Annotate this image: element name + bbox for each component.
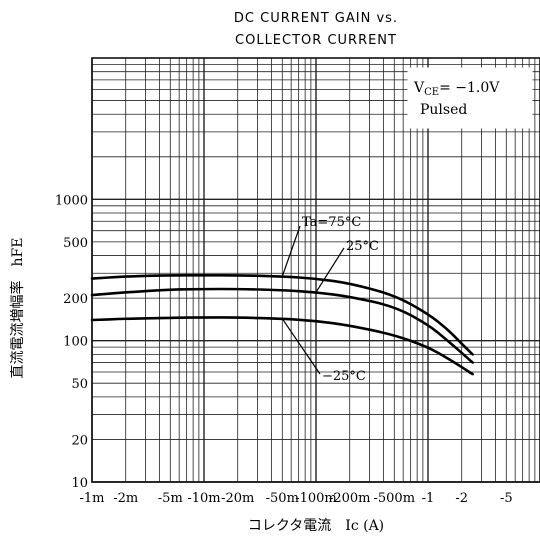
grid bbox=[91, 58, 540, 483]
plot-frame bbox=[91, 57, 540, 483]
annotation-label-0: Ta=75°C bbox=[302, 215, 361, 230]
y-axis-label: 直流電流増幅率 hFE bbox=[9, 238, 26, 379]
series-line-0 bbox=[90, 273, 474, 356]
y-tick-label: 1000 bbox=[55, 193, 88, 208]
x-axis-label: コレクタ電流 Ic (A) bbox=[248, 518, 384, 534]
chart-title-line1: DC CURRENT GAIN vs. bbox=[234, 11, 398, 26]
x-tick-label: -1m bbox=[80, 491, 105, 506]
series-line-2 bbox=[90, 316, 474, 376]
series-annotations: Ta=75°C 25°C −25°C bbox=[281, 215, 379, 384]
y-tick-labels: 10 20 50 100 200 500 1000 bbox=[55, 193, 88, 491]
x-tick-label: -500m bbox=[374, 491, 416, 506]
chart-title-line2: COLLECTOR CURRENT bbox=[235, 33, 397, 48]
x-tick-label: -1 bbox=[422, 491, 435, 506]
x-tick-label: -2m bbox=[113, 491, 138, 506]
x-tick-label: -100m bbox=[295, 491, 337, 506]
legend-pulsed: Pulsed bbox=[420, 102, 467, 118]
y-tick-label: 50 bbox=[71, 377, 88, 392]
x-tick-label: -200m bbox=[329, 491, 371, 506]
y-tick-label: 500 bbox=[63, 236, 88, 251]
y-tick-label: 200 bbox=[63, 292, 88, 307]
x-tick-label: -10m bbox=[187, 491, 220, 506]
legend-box: VCE= −1.0V Pulsed bbox=[407, 67, 533, 129]
annotation-label-1: 25°C bbox=[346, 239, 379, 254]
x-tick-label: -5m bbox=[158, 491, 183, 506]
x-tick-label: -5 bbox=[500, 491, 513, 506]
legend-vce: VCE= −1.0V bbox=[413, 80, 500, 98]
series-line-1 bbox=[90, 287, 474, 364]
annotation-leader-1 bbox=[315, 247, 345, 293]
y-tick-label: 10 bbox=[71, 476, 88, 491]
annotation-leader-0 bbox=[281, 225, 301, 277]
annotation-leader-2 bbox=[281, 318, 321, 375]
x-tick-labels: -1m -2m -5m -10m -20m -50m-100m-200m -500m -1 -2… bbox=[80, 491, 513, 506]
legend-vce-v: V bbox=[413, 80, 425, 96]
y-tick-label: 100 bbox=[63, 335, 88, 350]
x-tick-label: -50m bbox=[266, 491, 299, 506]
series-lines bbox=[90, 273, 474, 376]
axes bbox=[91, 57, 540, 483]
x-tick-label: -2 bbox=[455, 491, 468, 506]
legend-vce-value: = −1.0V bbox=[439, 80, 500, 96]
annotation-label-2: −25°C bbox=[322, 369, 366, 384]
legend-box-bg bbox=[407, 67, 533, 129]
legend-vce-sub: CE bbox=[424, 87, 439, 98]
y-tick-label: 20 bbox=[71, 433, 88, 448]
x-tick-label: -20m bbox=[221, 491, 254, 506]
